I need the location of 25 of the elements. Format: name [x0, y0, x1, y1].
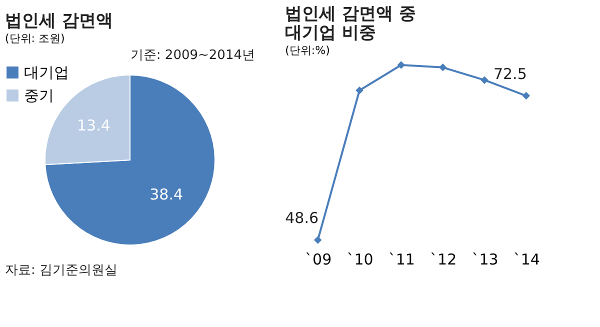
x-tick-label: `11	[388, 250, 415, 268]
data-label: 72.5	[493, 64, 527, 83]
text: 기준: 2009~2014년	[130, 48, 255, 63]
point	[480, 76, 488, 84]
legend-label: 대기업	[24, 64, 69, 82]
point	[356, 86, 364, 94]
data-label: 48.6	[285, 209, 319, 227]
chart-subtitle: (단위:%)	[285, 44, 330, 58]
data-label: 38.4	[150, 185, 184, 204]
chart-subtitle: (단위: 조원)	[5, 32, 65, 45]
legend-label: 중기	[24, 86, 54, 104]
point	[438, 64, 447, 72]
text: 자료: 김기준의원실	[5, 263, 118, 278]
point	[397, 61, 406, 69]
point	[314, 236, 322, 244]
x-tick-label: `10	[346, 250, 374, 268]
x-tick-label: `12	[430, 250, 457, 268]
text: 법인세 감면액 중	[285, 4, 416, 24]
x-tick-label: `13	[472, 250, 498, 268]
data-label: 13.4	[76, 116, 110, 135]
text: 대기업 비중	[285, 23, 376, 44]
chart-title: 법인세 감면액	[5, 11, 113, 31]
x-tick-label: `14	[513, 250, 540, 268]
point	[522, 92, 530, 100]
x-tick-label: `09	[305, 250, 332, 268]
